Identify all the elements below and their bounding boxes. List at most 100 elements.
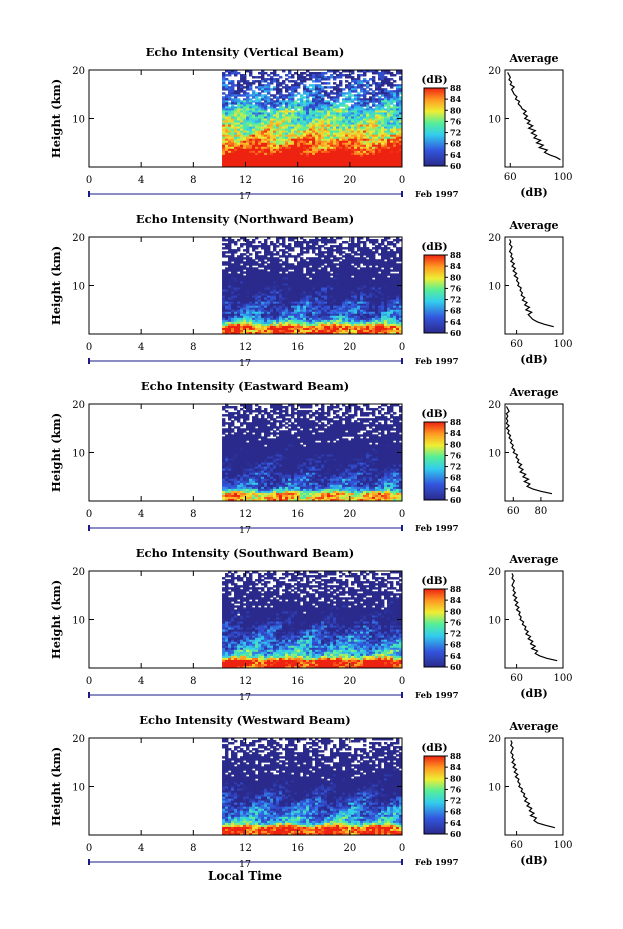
y-tick-label: 20 bbox=[72, 567, 85, 578]
x-tick-label: 0 bbox=[399, 676, 405, 687]
colorbar-tick-label: 60 bbox=[450, 829, 462, 839]
y-tick-label: 10 bbox=[72, 115, 85, 126]
heatmap-field bbox=[222, 738, 403, 836]
colorbar-tick-label: 68 bbox=[450, 807, 462, 817]
colorbar-tick-label: 84 bbox=[450, 595, 462, 605]
y-tick-label: 20 bbox=[72, 66, 85, 77]
panel-title: Echo Intensity (Eastward Beam) bbox=[141, 379, 349, 393]
panel-0: Echo Intensity (Vertical Beam) 10 20 Height… bbox=[49, 45, 573, 202]
colorbar-tick-label: 80 bbox=[450, 606, 462, 616]
x-tick-label: 4 bbox=[138, 676, 144, 687]
colorbar-tick-label: 60 bbox=[450, 662, 462, 672]
profile-line bbox=[505, 406, 553, 495]
heatmap-field bbox=[222, 70, 403, 168]
profile-x-label: (dB) bbox=[520, 353, 547, 366]
colorbar-tick-label: 80 bbox=[450, 773, 462, 783]
colorbar-tick-label: 64 bbox=[450, 484, 462, 494]
x-tick-label: 16 bbox=[291, 175, 304, 186]
panel-title: Echo Intensity (Westward Beam) bbox=[139, 713, 350, 727]
x-tick-label: 0 bbox=[86, 175, 92, 186]
date-suffix: Feb 1997 bbox=[415, 691, 459, 701]
profile-title: Average bbox=[508, 553, 558, 566]
x-tick-label: 16 bbox=[291, 843, 304, 854]
heatmap-field bbox=[222, 237, 403, 335]
x-tick-label: 0 bbox=[399, 175, 405, 186]
profile-x-tick-label: 60 bbox=[504, 172, 517, 183]
local-time-label: Local Time bbox=[208, 869, 282, 883]
x-tick-label: 0 bbox=[86, 342, 92, 353]
colorbar-tick-label: 76 bbox=[450, 116, 462, 126]
colorbar-tick-label: 84 bbox=[450, 428, 462, 438]
colorbar-tick-label: 72 bbox=[450, 295, 461, 305]
y-axis-label: Height (km) bbox=[49, 246, 63, 325]
x-tick-label: 4 bbox=[138, 843, 144, 854]
colorbar-tick-label: 80 bbox=[450, 105, 462, 115]
colorbar-tick-label: 80 bbox=[450, 439, 462, 449]
colorbar-tick-label: 88 bbox=[450, 83, 462, 93]
colorbar-tick-label: 64 bbox=[450, 818, 462, 828]
colorbar-unit: (dB) bbox=[421, 408, 447, 420]
panel-3: Echo Intensity (Southward Beam) 10 20 Heigh… bbox=[49, 546, 573, 703]
x-tick-label: 20 bbox=[343, 509, 356, 520]
colorbar-unit: (dB) bbox=[421, 575, 447, 587]
y-tick-label: 10 bbox=[72, 616, 85, 627]
profile-line bbox=[511, 573, 558, 662]
colorbar-tick-label: 60 bbox=[450, 495, 462, 505]
colorbar bbox=[423, 755, 446, 835]
profile-y-tick-label: 20 bbox=[488, 567, 501, 578]
profile-x-tick-label: 60 bbox=[507, 506, 520, 517]
colorbar-tick-label: 72 bbox=[450, 629, 461, 639]
colorbar-unit: (dB) bbox=[421, 742, 447, 754]
panel-title: Echo Intensity (Southward Beam) bbox=[136, 546, 354, 560]
x-tick-label: 8 bbox=[190, 342, 196, 353]
profile-x-label: (dB) bbox=[520, 186, 547, 199]
colorbar-tick-label: 84 bbox=[450, 94, 462, 104]
colorbar-tick-label: 72 bbox=[450, 128, 461, 138]
x-tick-label: 8 bbox=[190, 843, 196, 854]
profile-y-tick-label: 20 bbox=[488, 734, 501, 745]
colorbar-tick-label: 84 bbox=[450, 261, 462, 271]
colorbar-tick-label: 64 bbox=[450, 317, 462, 327]
colorbar-tick-label: 68 bbox=[450, 306, 462, 316]
profile-title: Average bbox=[508, 386, 558, 399]
profile-x-label: (dB) bbox=[520, 854, 547, 867]
x-tick-label: 16 bbox=[291, 676, 304, 687]
colorbar bbox=[423, 87, 446, 167]
profile-title: Average bbox=[508, 219, 558, 232]
profile-y-tick-label: 10 bbox=[488, 282, 501, 293]
x-tick-label: 4 bbox=[138, 175, 144, 186]
colorbar bbox=[423, 421, 446, 501]
colorbar-tick-label: 88 bbox=[450, 417, 462, 427]
heatmap-field bbox=[222, 404, 403, 502]
colorbar-tick-label: 60 bbox=[450, 328, 462, 338]
date-suffix: Feb 1997 bbox=[415, 524, 459, 534]
y-tick-label: 20 bbox=[72, 233, 85, 244]
profile-frame bbox=[504, 570, 564, 669]
profile-x-tick-label: 100 bbox=[553, 673, 572, 684]
x-tick-label: 20 bbox=[343, 342, 356, 353]
profile-frame bbox=[504, 69, 564, 168]
x-tick-label: 12 bbox=[239, 676, 252, 687]
x-tick-label: 16 bbox=[291, 342, 304, 353]
date-label: 17 bbox=[239, 191, 251, 202]
x-tick-label: 12 bbox=[239, 342, 252, 353]
date-label: 17 bbox=[239, 358, 251, 369]
profile-y-tick-label: 10 bbox=[488, 783, 501, 794]
x-tick-label: 4 bbox=[138, 342, 144, 353]
profile-x-tick-label: 80 bbox=[535, 506, 548, 517]
profile-x-tick-label: 100 bbox=[553, 840, 572, 851]
panel-2: Echo Intensity (Eastward Beam) 10 20 Height… bbox=[49, 379, 564, 536]
y-tick-label: 10 bbox=[72, 282, 85, 293]
date-suffix: Feb 1997 bbox=[415, 858, 459, 868]
x-tick-label: 0 bbox=[399, 843, 405, 854]
profile-line bbox=[508, 239, 554, 328]
profile-x-tick-label: 100 bbox=[553, 339, 572, 350]
y-tick-label: 20 bbox=[72, 734, 85, 745]
panel-4: Echo Intensity (Westward Beam) 10 20 Height… bbox=[49, 713, 573, 870]
y-tick-label: 10 bbox=[72, 783, 85, 794]
x-tick-label: 0 bbox=[86, 676, 92, 687]
colorbar-tick-label: 76 bbox=[450, 784, 462, 794]
profile-title: Average bbox=[508, 52, 558, 65]
profile-x-tick-label: 60 bbox=[510, 339, 523, 350]
